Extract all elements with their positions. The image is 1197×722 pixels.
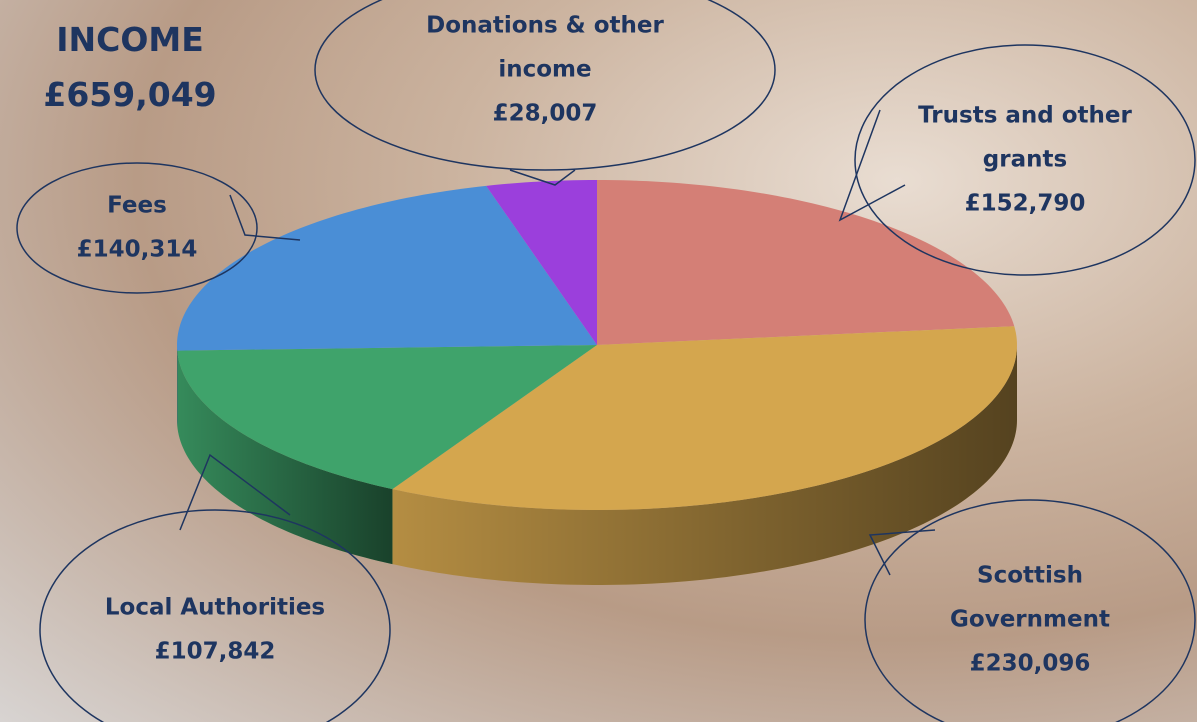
callout-tail bbox=[509, 169, 576, 186]
category-label: Scottish Government bbox=[950, 562, 1110, 633]
value-label: £28,007 bbox=[492, 100, 598, 127]
callout-label: Donations & other income £28,007 bbox=[385, 4, 705, 137]
value-label: £140,314 bbox=[76, 236, 198, 263]
slice bbox=[597, 180, 1015, 345]
callout-bubble bbox=[864, 499, 1196, 722]
slice-side-shade bbox=[177, 350, 393, 565]
chart-subtitle: £659,049 bbox=[43, 75, 217, 114]
callout-label: Scottish Government £230,096 bbox=[900, 554, 1160, 687]
callout-bubble bbox=[16, 162, 258, 294]
category-label: Local Authorities bbox=[104, 594, 326, 621]
callout-tail bbox=[179, 453, 291, 531]
slice bbox=[486, 180, 597, 345]
chart-title: INCOME bbox=[56, 20, 204, 59]
value-label: £152,790 bbox=[964, 190, 1086, 217]
callout-bubble bbox=[854, 44, 1196, 276]
slice-side-shade bbox=[392, 345, 1017, 585]
category-label: Fees bbox=[107, 192, 167, 219]
slice bbox=[392, 326, 1017, 510]
callout-bubble bbox=[39, 509, 391, 722]
callout-label: Trusts and other grants £152,790 bbox=[900, 94, 1150, 227]
callout-tail bbox=[229, 194, 301, 241]
callout-tail bbox=[868, 529, 936, 576]
category-label: Donations & other income bbox=[426, 12, 664, 83]
category-label: Trusts and other grants bbox=[918, 102, 1132, 173]
callout-bubble bbox=[314, 0, 776, 171]
callout-tail bbox=[838, 109, 906, 222]
callout-label: Fees £140,314 bbox=[37, 184, 237, 273]
slice bbox=[177, 345, 598, 490]
value-label: £230,096 bbox=[969, 650, 1091, 677]
value-label: £107,842 bbox=[154, 638, 276, 665]
callout-label: Local Authorities £107,842 bbox=[100, 586, 330, 675]
slice bbox=[177, 185, 597, 351]
